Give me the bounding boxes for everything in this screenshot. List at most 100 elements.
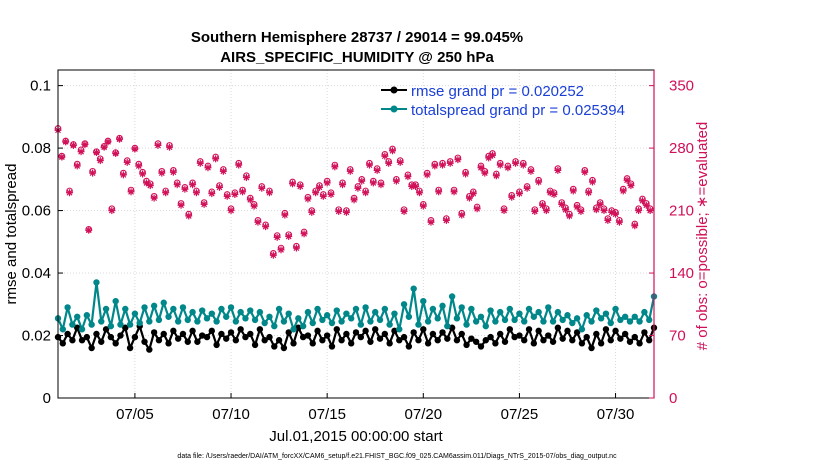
- rmse-point: [545, 332, 552, 339]
- obs-evaluated-marker: [119, 171, 127, 179]
- obs-evaluated-marker: [219, 167, 227, 175]
- y-axis-right: 0 70 140 210 280 350: [649, 70, 694, 407]
- totalspread-point: [405, 313, 413, 320]
- rmse-point: [213, 341, 220, 349]
- obs-evaluated-marker: [215, 183, 223, 191]
- totalspread-point: [88, 321, 95, 328]
- rmse-point: [69, 337, 76, 344]
- totalspread-point: [131, 310, 139, 317]
- totalspread-point: [415, 321, 422, 328]
- obs-evaluated-marker: [196, 159, 204, 167]
- obs-evaluated-marker: [350, 196, 358, 204]
- obs-evaluated-marker: [362, 189, 370, 197]
- obs-evaluated-marker: [450, 188, 458, 196]
- totalspread-point: [444, 322, 451, 330]
- obs-evaluated-marker: [323, 179, 331, 187]
- obs-evaluated-marker: [500, 207, 508, 215]
- rmse-point: [636, 340, 643, 347]
- obs-evaluated-marker: [442, 216, 450, 224]
- rmse-point: [621, 330, 629, 338]
- rmse-point: [453, 337, 461, 344]
- rmse-point: [285, 329, 292, 336]
- totalspread-point: [372, 308, 379, 316]
- rmse-point: [88, 344, 95, 352]
- rmse-point: [549, 338, 557, 345]
- totalspread-point: [511, 316, 518, 324]
- rmse-point: [424, 340, 432, 347]
- rmse-point: [78, 337, 86, 344]
- obs-evaluated-marker: [62, 138, 70, 146]
- rmse-point: [540, 337, 547, 344]
- totalspread-point: [554, 308, 562, 316]
- totalspread-point: [487, 307, 494, 314]
- rmse-point: [155, 337, 163, 344]
- obs-evaluated-marker: [335, 207, 343, 215]
- totalspread-point: [545, 304, 552, 311]
- obs-evaluated-marker: [169, 168, 177, 176]
- totalspread-point: [251, 316, 259, 324]
- totalspread-point: [323, 312, 331, 319]
- obs-evaluated-marker: [250, 202, 258, 210]
- rmse-point: [530, 340, 538, 347]
- obs-evaluated-marker: [69, 141, 77, 149]
- obs-evaluated-marker: [242, 174, 250, 182]
- obs-evaluated-marker: [312, 189, 320, 197]
- obs-count-series: [54, 125, 654, 259]
- obs-evaluated-marker: [631, 222, 639, 230]
- obs-evaluated-marker: [327, 191, 335, 199]
- obs-evaluated-marker: [435, 188, 443, 196]
- obs-evaluated-marker: [523, 184, 531, 192]
- rmse-point: [439, 329, 446, 336]
- rmse-point: [64, 330, 71, 338]
- totalspread-point: [184, 316, 191, 324]
- obs-evaluated-marker: [192, 189, 200, 197]
- obs-evaluated-marker: [619, 187, 627, 195]
- totalspread-point: [535, 308, 542, 316]
- obs-evaluated-marker: [265, 189, 273, 197]
- y-tick-label: 0.08: [22, 140, 51, 157]
- totalspread-point: [391, 310, 398, 317]
- totalspread-point: [146, 318, 153, 325]
- x-tick-label: 07/25: [501, 406, 539, 423]
- obs-evaluated-marker: [123, 158, 131, 166]
- obs-evaluated-marker: [569, 187, 577, 195]
- obs-evaluated-marker: [185, 212, 193, 220]
- totalspread-point: [304, 308, 312, 316]
- totalspread-point: [83, 312, 91, 319]
- obs-evaluated-marker: [104, 138, 112, 146]
- obs-evaluated-marker: [285, 232, 293, 240]
- obs-evaluated-marker: [150, 194, 158, 202]
- obs-evaluated-marker: [535, 178, 543, 186]
- totalspread-point: [218, 305, 225, 313]
- totalspread-point: [290, 326, 297, 333]
- y2-tick-label: 70: [669, 328, 686, 345]
- rmse-point: [347, 340, 355, 347]
- totalspread-point: [160, 299, 167, 306]
- rmse-series: [54, 322, 658, 353]
- totalspread-point: [492, 318, 499, 325]
- y-axis-label: rmse and totalspread: [3, 164, 20, 305]
- totalspread-point: [266, 313, 273, 320]
- y-tick-label: 0.04: [22, 265, 51, 282]
- rmse-point: [588, 344, 595, 352]
- rmse-point: [83, 333, 91, 341]
- totalspread-point: [564, 312, 571, 319]
- totalspread-point: [573, 315, 581, 322]
- rmse-point: [280, 344, 288, 352]
- rmse-point: [645, 337, 653, 344]
- rmse-point: [343, 330, 350, 338]
- totalspread-point: [468, 305, 475, 313]
- totalspread-point: [117, 321, 124, 328]
- rmse-point: [266, 333, 273, 341]
- obs-evaluated-marker: [73, 162, 81, 170]
- rmse-point: [170, 327, 177, 335]
- obs-evaluated-marker: [542, 207, 550, 215]
- rmse-point: [444, 335, 451, 342]
- legend-spread-marker: [390, 105, 398, 113]
- rmse-point: [386, 340, 393, 347]
- rmse-point: [131, 333, 139, 341]
- obs-evaluated-marker: [146, 182, 154, 190]
- obs-evaluated-marker: [392, 177, 400, 185]
- totalspread-point: [174, 318, 182, 325]
- totalspread-point: [569, 319, 576, 327]
